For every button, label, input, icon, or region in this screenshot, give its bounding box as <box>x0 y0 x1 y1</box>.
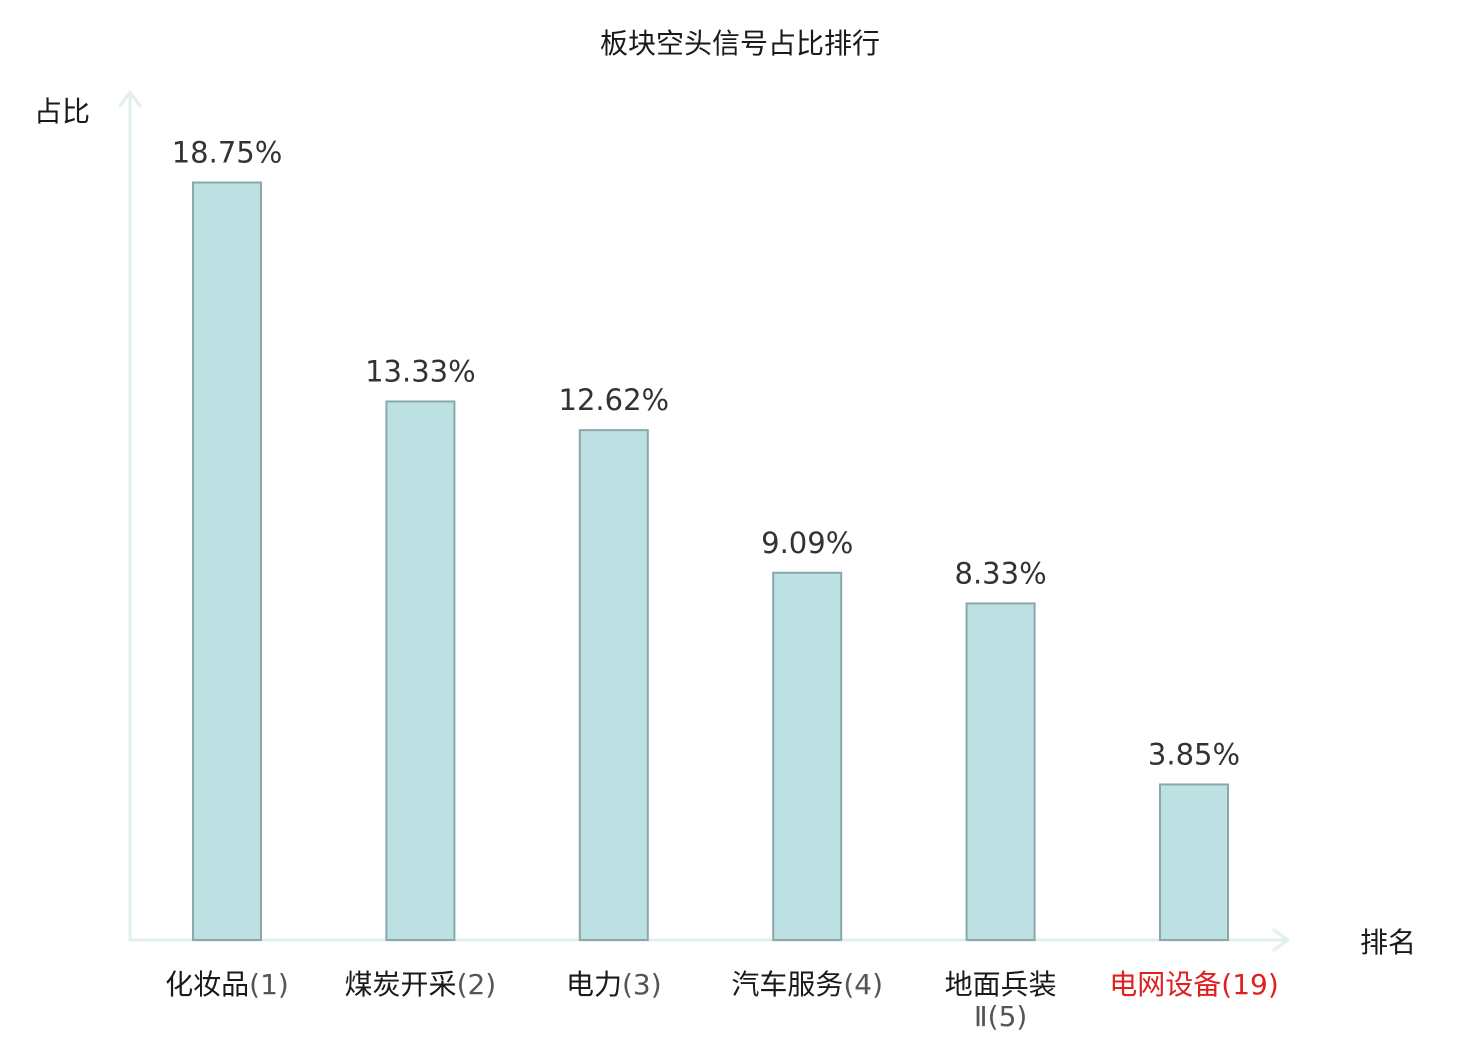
bar-3 <box>578 429 649 941</box>
category-name: 电网设备 <box>1109 968 1221 1001</box>
category-label-1: 化妆品(1) <box>165 968 289 1001</box>
value-label-4: 9.09% <box>761 526 853 560</box>
value-label-3: 12.62% <box>559 383 670 417</box>
value-label-6: 3.85% <box>1148 737 1240 771</box>
category-rank: (2) <box>457 968 497 1001</box>
chart-title: 板块空头信号占比排行 <box>600 27 880 60</box>
category-label-4: 汽车服务(4) <box>731 968 883 1001</box>
category-name: 地面兵装 <box>945 968 1057 1001</box>
bar-1 <box>192 181 262 941</box>
category-rank: (3) <box>622 968 662 1001</box>
chart-axes <box>118 90 1290 952</box>
bar-6 <box>1159 783 1229 942</box>
category-label-5-line2: Ⅱ(5) <box>974 1000 1027 1033</box>
category-rank: (19) <box>1221 968 1278 1001</box>
category-name: 煤炭开采 <box>345 968 457 1001</box>
category-rank: (4) <box>843 968 883 1001</box>
category-label-6: 电网设备(19) <box>1109 968 1279 1001</box>
x-axis-label: 排名 <box>1360 926 1416 959</box>
value-label-1: 18.75% <box>172 136 283 170</box>
category-name: 汽车服务 <box>731 968 843 1001</box>
bar-4 <box>772 571 843 941</box>
category-rank: (5) <box>988 1000 1028 1033</box>
bar-5 <box>965 602 1036 942</box>
y-axis-label: 占比 <box>34 95 90 128</box>
bars-group <box>192 181 1229 942</box>
bar-2 <box>385 400 456 941</box>
value-label-2: 13.33% <box>365 354 476 388</box>
category-label-5: 地面兵装 <box>945 968 1057 1001</box>
category-label-3: 电力(3) <box>566 968 662 1001</box>
category-name: 化妆品 <box>165 968 249 1001</box>
x-axis-arrow <box>1272 928 1290 952</box>
value-label-5: 8.33% <box>955 556 1047 590</box>
category-label-2: 煤炭开采(2) <box>345 968 497 1001</box>
category-name: 电力 <box>566 968 622 1001</box>
category-rank: (1) <box>249 968 289 1001</box>
category-name-line2: Ⅱ <box>974 1000 988 1033</box>
y-axis-arrow <box>118 90 142 108</box>
value-labels-group: 18.75% 13.33% 12.62% 9.09% 8.33% 3.85% <box>172 136 1240 772</box>
